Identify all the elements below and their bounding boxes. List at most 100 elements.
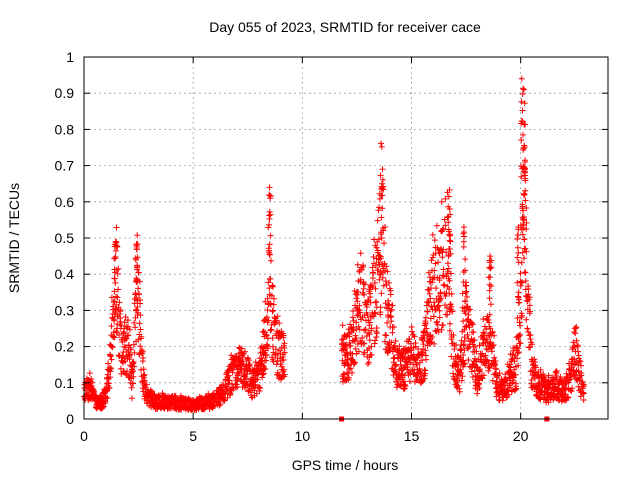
data-point bbox=[445, 193, 452, 200]
data-point bbox=[372, 262, 379, 269]
data-point bbox=[518, 173, 525, 180]
x-tick-label: 15 bbox=[404, 428, 420, 444]
data-point bbox=[496, 370, 503, 377]
data-point bbox=[124, 317, 131, 324]
data-point bbox=[347, 365, 354, 372]
data-point bbox=[514, 235, 521, 242]
data-point bbox=[378, 143, 385, 150]
data-point bbox=[445, 252, 452, 259]
data-point bbox=[356, 326, 363, 333]
data-point bbox=[432, 260, 439, 267]
data-point bbox=[443, 248, 450, 255]
data-point bbox=[537, 396, 544, 403]
data-point bbox=[112, 305, 119, 312]
data-point bbox=[526, 294, 533, 301]
data-point bbox=[267, 327, 274, 334]
data-point bbox=[379, 205, 386, 212]
data-point bbox=[514, 355, 521, 362]
data-point bbox=[440, 266, 447, 273]
data-point bbox=[383, 263, 390, 270]
data-point bbox=[270, 295, 277, 302]
data-point bbox=[421, 334, 428, 341]
data-point bbox=[565, 394, 572, 401]
data-point bbox=[224, 373, 231, 380]
data-point bbox=[266, 221, 273, 228]
data-point bbox=[353, 295, 360, 302]
data-point bbox=[521, 100, 528, 107]
data-point bbox=[133, 242, 140, 249]
data-point bbox=[281, 340, 288, 347]
data-point bbox=[355, 288, 362, 295]
data-point bbox=[460, 352, 467, 359]
data-point bbox=[483, 336, 490, 343]
data-point bbox=[264, 345, 271, 352]
data-point bbox=[112, 247, 119, 254]
data-point bbox=[453, 342, 460, 349]
data-point bbox=[458, 370, 465, 377]
data-point bbox=[374, 247, 381, 254]
data-point bbox=[111, 298, 118, 305]
data-point bbox=[340, 336, 347, 343]
data-point bbox=[361, 291, 368, 298]
data-point bbox=[571, 329, 578, 336]
y-tick-label: 0.1 bbox=[55, 375, 75, 391]
data-point bbox=[416, 368, 423, 375]
data-point bbox=[428, 257, 435, 264]
data-point bbox=[572, 371, 579, 378]
data-point bbox=[387, 291, 394, 298]
data-point bbox=[111, 243, 118, 250]
data-point bbox=[379, 192, 386, 199]
data-point bbox=[516, 332, 523, 339]
data-point bbox=[225, 372, 232, 379]
data-point bbox=[486, 311, 493, 318]
data-point bbox=[462, 283, 469, 290]
data-point bbox=[108, 343, 115, 350]
data-point bbox=[259, 374, 266, 381]
data-point bbox=[480, 372, 487, 379]
data-point bbox=[361, 349, 368, 356]
x-tick-label: 0 bbox=[80, 428, 88, 444]
data-point bbox=[226, 377, 233, 384]
data-point bbox=[376, 252, 383, 259]
data-point bbox=[105, 360, 112, 367]
data-point bbox=[379, 225, 386, 232]
data-point bbox=[368, 352, 375, 359]
data-point bbox=[115, 286, 122, 293]
data-point bbox=[436, 307, 443, 314]
data-point bbox=[122, 314, 129, 321]
data-point bbox=[352, 345, 359, 352]
data-point bbox=[422, 314, 429, 321]
data-point bbox=[366, 319, 373, 326]
data-point bbox=[261, 365, 268, 372]
data-point bbox=[486, 295, 493, 302]
data-point bbox=[461, 347, 468, 354]
data-point bbox=[400, 378, 407, 385]
data-point bbox=[511, 366, 518, 373]
data-point bbox=[112, 238, 119, 245]
data-point bbox=[376, 204, 383, 211]
data-point bbox=[450, 370, 457, 377]
data-point bbox=[525, 328, 532, 335]
data-point bbox=[355, 348, 362, 355]
data-point bbox=[523, 219, 530, 226]
data-point bbox=[352, 332, 359, 339]
data-point bbox=[106, 364, 113, 371]
data-point bbox=[132, 255, 139, 262]
data-point bbox=[89, 379, 96, 386]
data-point bbox=[121, 343, 128, 350]
data-point bbox=[392, 337, 399, 344]
data-point bbox=[236, 344, 243, 351]
data-point bbox=[251, 385, 258, 392]
data-point bbox=[377, 268, 384, 275]
data-point bbox=[420, 341, 427, 348]
data-point bbox=[429, 254, 436, 261]
data-point bbox=[573, 324, 580, 331]
data-point bbox=[128, 384, 135, 391]
data-point bbox=[519, 90, 526, 97]
data-point bbox=[378, 140, 385, 147]
data-point bbox=[372, 310, 379, 317]
data-point bbox=[484, 357, 491, 364]
data-point bbox=[520, 214, 527, 221]
data-point bbox=[274, 313, 281, 320]
data-point bbox=[266, 212, 273, 219]
